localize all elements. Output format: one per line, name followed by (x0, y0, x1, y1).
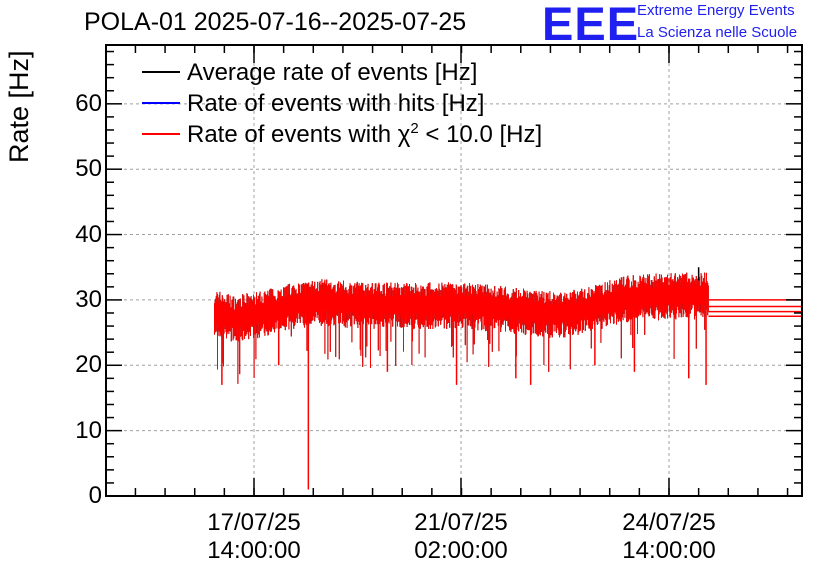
y-tick-label: 60 (75, 89, 102, 117)
x-tick-date: 24/07/25 (622, 509, 716, 536)
x-tick-label: 24/07/25 14:00:00 (589, 509, 749, 565)
axis-ticks (106, 45, 802, 497)
x-tick-time: 14:00:00 (622, 537, 716, 564)
x-tick-label: 17/07/25 14:00:00 (174, 509, 334, 565)
y-tick-label: 0 (88, 482, 102, 509)
series-layer (214, 267, 802, 490)
chart-title: POLA-01 2025-07-16--2025-07-25 (84, 8, 467, 36)
y-tick-label: 10 (75, 416, 102, 444)
logo-line-1: Extreme Energy Events (637, 2, 795, 19)
legend-chi2-suffix: < 10.0 [Hz] (418, 121, 543, 148)
legend-lines (142, 71, 180, 135)
legend-entry-chi2: Rate of events with χ2 < 10.0 [Hz] (187, 120, 542, 149)
legend-entry-hits: Rate of events with hits [Hz] (187, 90, 485, 117)
plot-frame (105, 44, 803, 497)
y-tick-label: 30 (75, 285, 102, 313)
x-tick-time: 14:00:00 (207, 537, 301, 564)
x-tick-date: 21/07/25 (414, 509, 508, 536)
y-tick-label: 20 (75, 351, 102, 379)
legend-chi2-symbol: χ (397, 121, 411, 148)
series-chi2-trace (214, 272, 709, 384)
x-tick-date: 17/07/25 (207, 509, 301, 536)
legend-chi2-sup: 2 (410, 120, 419, 137)
x-tick-time: 02:00:00 (414, 537, 508, 564)
legend-entry-average: Average rate of events [Hz] (187, 59, 478, 86)
y-tick-label: 50 (75, 155, 102, 183)
y-tick-label: 40 (75, 220, 102, 248)
y-axis-label: Rate [Hz] (4, 50, 34, 163)
eee-logo: EEE (542, 0, 640, 50)
x-tick-label: 21/07/25 02:00:00 (381, 509, 541, 565)
legend-chi2-prefix: Rate of events with (187, 121, 398, 148)
logo-line-2: La Scienza nelle Scuole (637, 24, 798, 41)
